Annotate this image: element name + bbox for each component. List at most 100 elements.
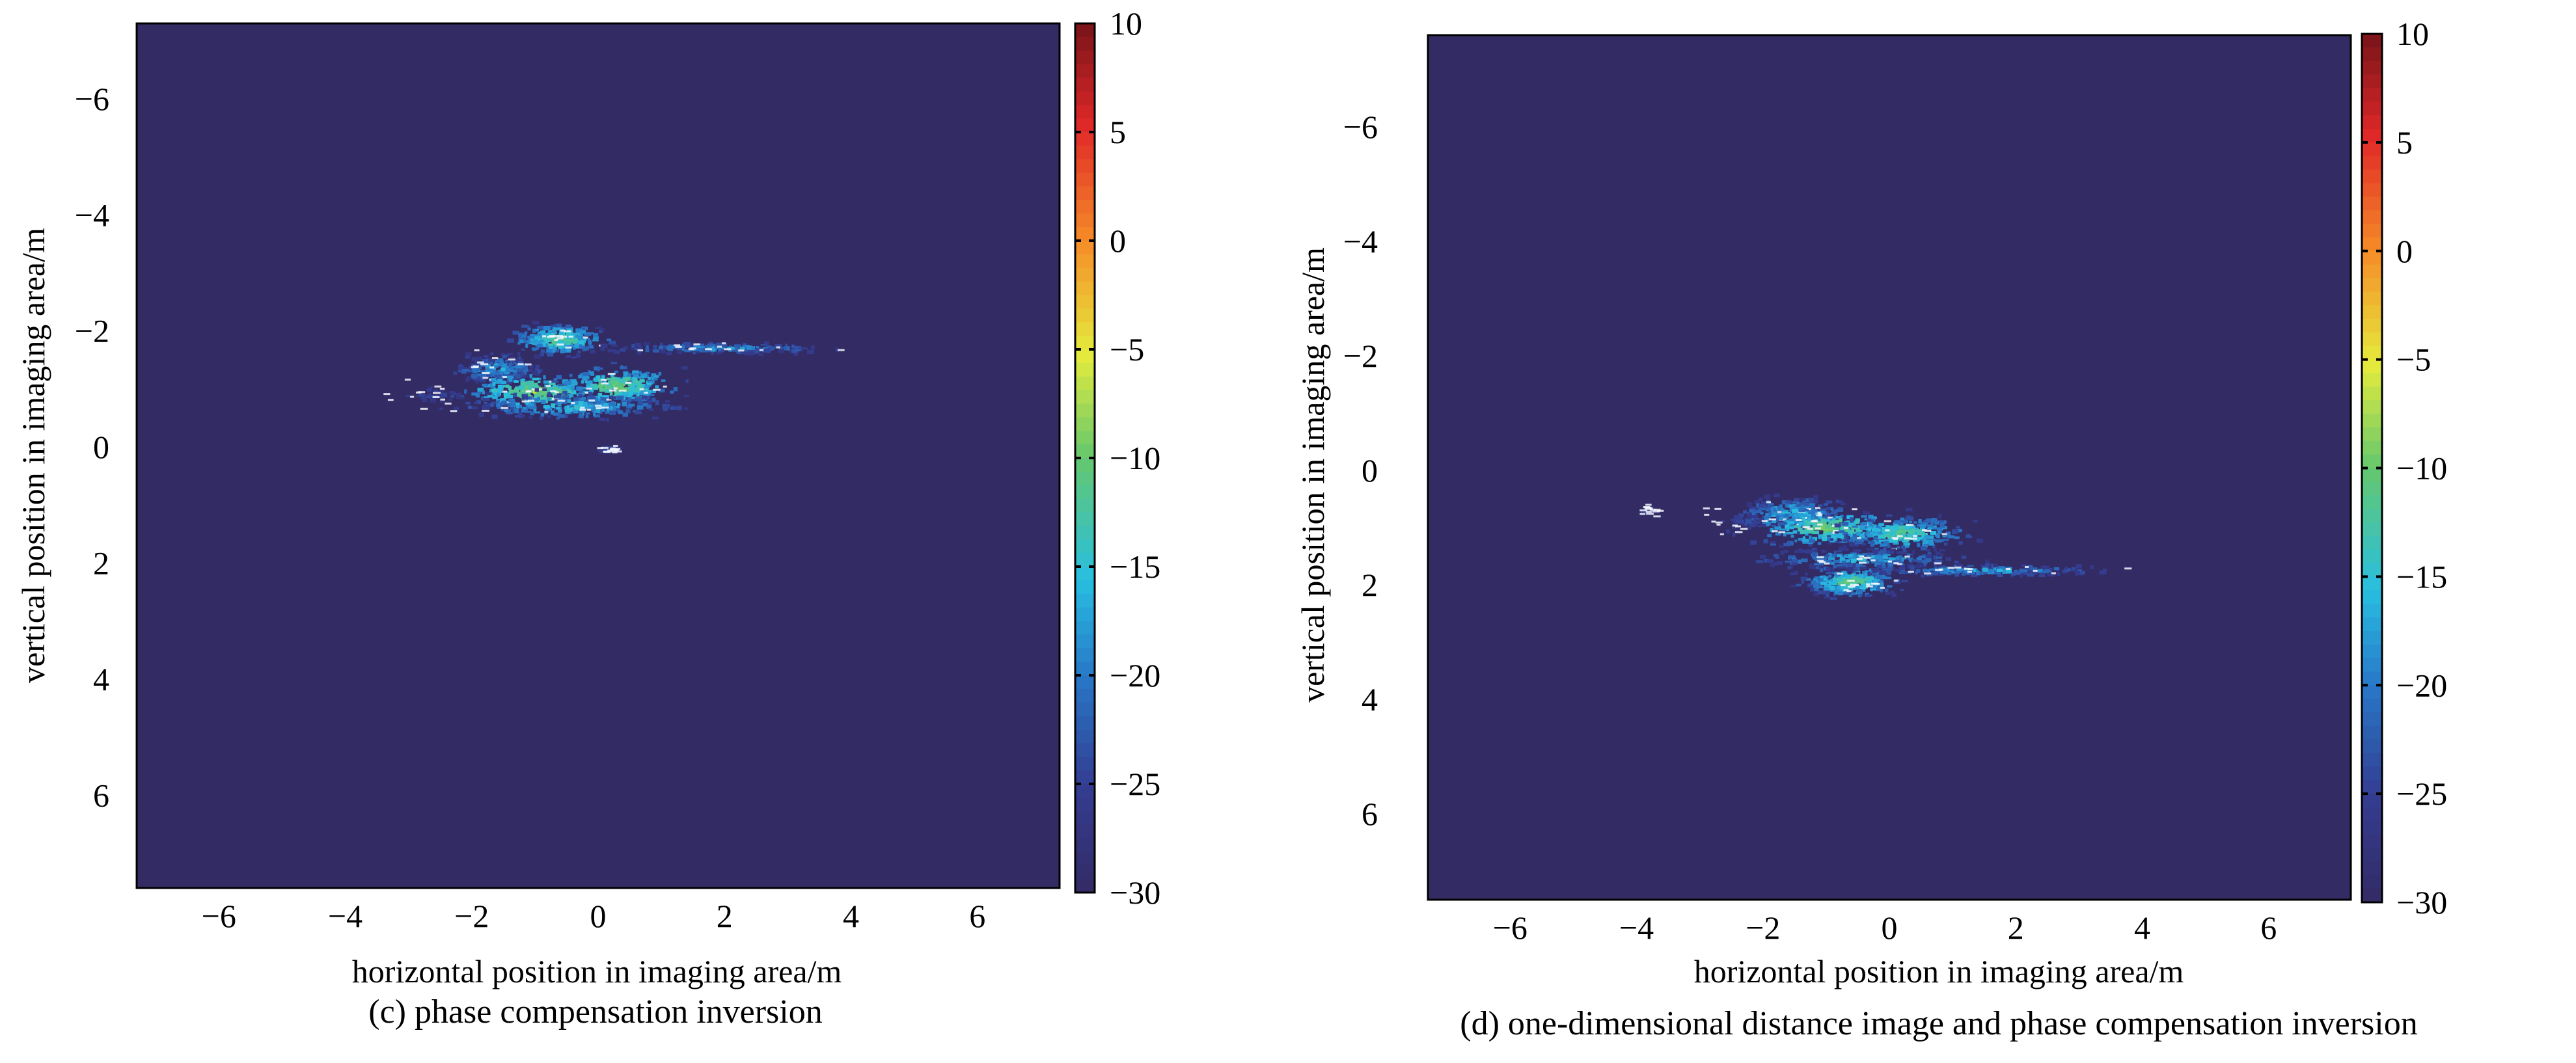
colorbar-band <box>1075 607 1095 622</box>
hotspot-cell <box>631 386 638 391</box>
hotspot-cell <box>607 338 612 342</box>
hotspot-cell <box>1818 565 1822 569</box>
hotspot-cell <box>1909 520 1913 523</box>
hotspot-cell <box>538 340 545 345</box>
hotspot-cell <box>460 395 465 398</box>
hotspot-cell <box>1922 543 1928 548</box>
hotspot-speck <box>584 392 589 394</box>
hotspot-speck <box>1647 507 1652 509</box>
hotspot-cell <box>453 392 456 396</box>
hotspot-cell <box>572 390 577 394</box>
panel-c: −6 −4 −2 0 2 4 6 −6 −4 −2 0 2 4 6 10 5 0 −5 −10 −15 −20 −25… <box>0 0 1288 1060</box>
hotspot-cell <box>1930 522 1934 526</box>
hotspot-cell <box>1888 529 1894 532</box>
hotspot-cell <box>1867 571 1871 576</box>
hotspot-cell <box>1835 515 1842 519</box>
hotspot-cell <box>1721 519 1725 523</box>
hotspot-cell <box>1835 575 1838 578</box>
hotspot-cell <box>704 349 711 353</box>
hotspot-cell <box>1811 580 1816 585</box>
hotspot-speck <box>550 390 556 393</box>
hotspot-cell <box>1802 539 1809 542</box>
colorbar-band <box>1075 281 1095 296</box>
hotspot-cell <box>609 410 616 415</box>
colorbar-band <box>2362 142 2382 157</box>
hotspot-cell <box>2043 565 2050 570</box>
hotspot-cell <box>610 381 616 384</box>
hotspot-speck <box>1803 517 1809 519</box>
colorbar-band <box>1075 336 1095 350</box>
hotspot-speck <box>547 336 555 338</box>
hotspot-cell <box>494 380 500 384</box>
hotspot-cell <box>513 389 519 393</box>
hotspot-cell <box>509 401 516 405</box>
hotspot-cell <box>1809 539 1815 543</box>
hotspot-cell <box>1843 576 1847 580</box>
hotspot-cell <box>794 349 801 352</box>
hotspot-cell <box>1938 573 1944 576</box>
hotspot-cell <box>1923 538 1927 543</box>
hotspot-cell <box>643 393 650 397</box>
hotspot-cell <box>1770 541 1775 544</box>
hotspot-cell <box>573 338 579 342</box>
hotspot-cell <box>2062 569 2068 572</box>
hotspot-cell <box>523 338 527 343</box>
hotspot-cell <box>1809 502 1816 505</box>
hotspot-cell <box>1824 525 1832 529</box>
hotspot-cell <box>478 366 482 370</box>
hotspot-cell <box>556 375 562 380</box>
hotspot-cell <box>1829 535 1837 538</box>
hotspot-cell <box>661 379 666 382</box>
hotspot-cell <box>521 324 528 328</box>
hotspot-cell <box>676 405 682 410</box>
hotspot-cell <box>1842 587 1850 590</box>
hotspot-cell <box>1851 574 1857 577</box>
hotspot-cell <box>1783 550 1788 553</box>
hotspot-cell <box>471 392 478 396</box>
hotspot-cell <box>673 387 678 392</box>
hotspot-cell <box>750 346 755 349</box>
hotspot-cell <box>1870 543 1874 547</box>
hotspot-cell <box>1856 563 1862 567</box>
hotspot-speck <box>2124 567 2132 570</box>
hotspot-cell <box>670 390 674 394</box>
hotspot-cell <box>1837 500 1843 504</box>
hotspot-speck <box>609 448 618 451</box>
hotspot-cell <box>542 341 546 346</box>
hotspot-cell <box>1871 568 1877 571</box>
hotspot-cell <box>1759 507 1766 511</box>
hotspot-cell <box>633 374 640 377</box>
hotspot-cell <box>528 381 534 384</box>
hotspot <box>1639 504 1664 518</box>
hotspot-cell <box>613 396 616 400</box>
hotspot-cell <box>729 345 733 348</box>
hotspot-cell <box>510 357 515 360</box>
hotspot-cell <box>1786 532 1794 535</box>
hotspot-cell <box>1823 503 1829 506</box>
hotspot-cell <box>1889 530 1893 533</box>
hotspot-cell <box>784 346 790 351</box>
hotspot-cell <box>515 386 519 389</box>
hotspot-cell <box>1853 587 1859 590</box>
hotspot-cell <box>1839 527 1843 530</box>
hotspot-cell <box>1760 555 1766 559</box>
caption-c: (c) phase compensation inversion <box>368 993 822 1030</box>
x-tick-label: 0 <box>1882 909 1898 946</box>
hotspot-cell <box>571 356 577 359</box>
hotspot-cell <box>458 365 464 370</box>
hotspot-cell <box>2032 572 2038 574</box>
hotspot-cell <box>1894 520 1901 524</box>
hotspot-speck <box>557 399 566 402</box>
hotspot-cell <box>1829 533 1835 536</box>
hotspot-cell <box>553 412 560 416</box>
hotspot-cell <box>517 412 523 416</box>
hotspot-cell <box>1934 559 1942 563</box>
hotspot-cell <box>1980 571 1988 574</box>
hotspot-cell <box>1897 551 1904 554</box>
colorbar-band <box>1075 36 1095 51</box>
hotspot-speck <box>544 410 549 413</box>
hotspot-cell <box>1770 513 1778 517</box>
hotspot-cell <box>1935 533 1940 537</box>
colorbar-band <box>1075 662 1095 676</box>
